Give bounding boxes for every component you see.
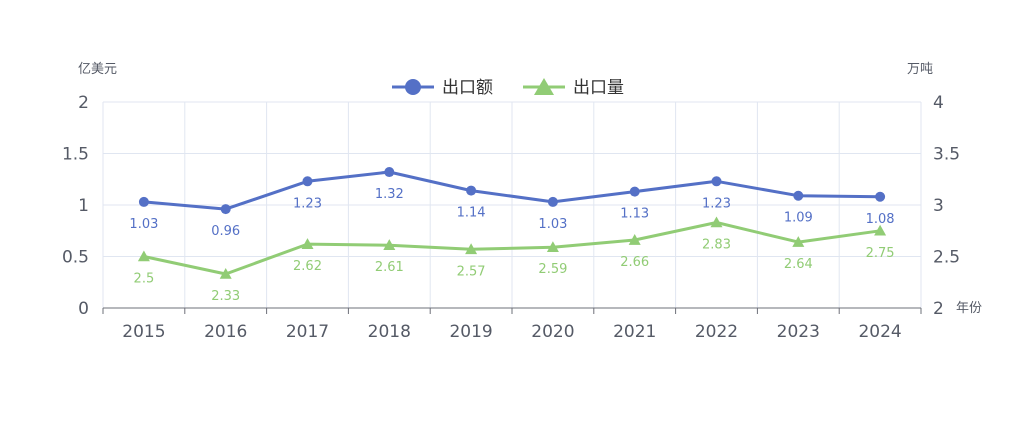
data-point-circle[interactable]: [629, 186, 640, 197]
data-label: 2.83: [702, 238, 731, 253]
data-label: 2.66: [620, 255, 649, 270]
data-point-circle[interactable]: [138, 196, 149, 207]
data-point-triangle[interactable]: [792, 236, 805, 247]
right-axis-unit-label: 万吨: [907, 62, 933, 77]
series-layer: [137, 167, 887, 279]
data-label: 1.23: [702, 196, 731, 211]
data-point-circle[interactable]: [875, 191, 886, 202]
x-tick-label: 2015: [122, 322, 165, 342]
data-point-circle[interactable]: [384, 167, 395, 178]
legend-triangle-icon: [534, 78, 554, 95]
data-label-layer: 1.03 0.96 1.23 1.32 1.14 1.03 1.13 1.23 1.09 1.08…: [129, 187, 894, 304]
data-label: 1.23: [293, 196, 322, 211]
data-point-circle[interactable]: [220, 204, 231, 215]
x-tick-label: 2019: [449, 322, 492, 342]
data-point-triangle[interactable]: [219, 268, 232, 279]
data-point-circle[interactable]: [466, 185, 477, 196]
right-y-tick-label: 4: [933, 93, 944, 113]
legend-item-2[interactable]: 出口量: [523, 78, 624, 98]
x-axis-title: 年份: [956, 301, 982, 316]
x-tick-label: 2018: [368, 322, 411, 342]
data-label: 2.59: [538, 262, 567, 277]
data-label: 2.33: [211, 289, 240, 304]
data-point-triangle[interactable]: [546, 241, 559, 253]
right-y-tick-label: 3: [933, 196, 944, 216]
left-axis-unit-label: 亿美元: [78, 62, 117, 77]
data-label: 1.03: [129, 217, 158, 232]
data-label: 2.57: [457, 264, 486, 279]
data-label: 2.62: [293, 259, 322, 274]
data-label: 2.5: [134, 272, 155, 287]
data-label: 1.03: [538, 217, 567, 232]
x-tick-label: 2017: [286, 322, 329, 342]
legend-label: 出口量: [573, 78, 624, 98]
data-point-triangle[interactable]: [874, 224, 887, 236]
left-y-tick-label: 1: [78, 196, 89, 216]
x-tick-label: 2016: [204, 322, 247, 342]
left-y-tick-label: 0: [78, 299, 89, 319]
data-point-circle[interactable]: [302, 176, 313, 187]
x-tick-label: 2020: [531, 322, 574, 342]
series-line-1: [143, 170, 881, 211]
data-point-circle[interactable]: [547, 196, 558, 207]
right-y-tick-label: 3.5: [933, 145, 960, 165]
data-label: 1.09: [784, 211, 813, 226]
legend-circle-icon: [405, 79, 421, 95]
left-y-tick-label: 2: [78, 93, 89, 113]
legend-label: 出口额: [442, 78, 493, 98]
series-line-2: [143, 221, 881, 276]
data-label: 2.75: [866, 246, 895, 261]
data-label: 1.14: [457, 206, 486, 221]
data-point-triangle[interactable]: [301, 238, 314, 249]
data-label: 0.96: [211, 224, 240, 239]
data-label: 2.61: [375, 260, 404, 275]
data-label: 1.13: [620, 207, 649, 222]
right-y-tick-label: 2.5: [933, 248, 960, 268]
left-y-tick-label: 1.5: [62, 145, 89, 165]
data-label: 2.64: [784, 257, 813, 272]
left-y-tick-label: 0.5: [62, 248, 89, 268]
data-point-triangle[interactable]: [137, 250, 150, 262]
x-tick-label: 2024: [858, 322, 901, 342]
axis-layer: 2015 2016 2017 2018 2019 2020 2021 2022 2023 2024…: [62, 93, 960, 342]
data-point-circle[interactable]: [711, 176, 722, 187]
data-label: 1.08: [866, 212, 895, 227]
legend-item-1[interactable]: 出口额: [392, 78, 493, 98]
x-tick-label: 2022: [695, 322, 738, 342]
data-label: 1.32: [375, 187, 404, 202]
right-y-tick-label: 2: [933, 299, 944, 319]
data-point-triangle[interactable]: [628, 234, 641, 245]
x-tick-label: 2023: [777, 322, 820, 342]
data-point-triangle[interactable]: [710, 216, 723, 228]
data-point-circle[interactable]: [793, 190, 804, 201]
legend[interactable]: 出口额 出口量: [392, 78, 624, 98]
x-tick-label: 2021: [613, 322, 656, 342]
data-point-triangle[interactable]: [383, 239, 396, 250]
data-point-triangle[interactable]: [465, 243, 478, 255]
